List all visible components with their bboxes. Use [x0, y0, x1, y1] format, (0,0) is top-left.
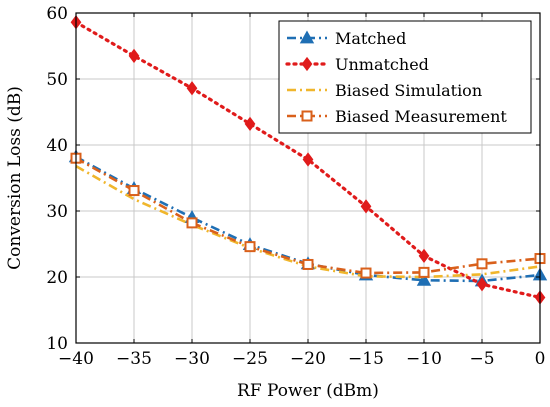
data-point — [128, 48, 140, 64]
data-point — [360, 267, 372, 279]
data-point — [302, 152, 314, 167]
legend-label: Biased Simulation — [335, 81, 482, 100]
data-point — [476, 258, 488, 270]
legend-box — [278, 20, 532, 134]
legend-label: Unmatched — [335, 55, 429, 74]
ticks: −40 −35 −30 −25 −20 −15 −10 −5 0 10 20 30 40 50 60 — [46, 4, 545, 369]
y-axis-label: Conversion Loss (dB) — [5, 86, 25, 270]
legend-label: Matched — [335, 29, 406, 48]
data-point — [244, 116, 256, 132]
y-tick-label: 20 — [46, 268, 68, 288]
legend-item: Unmatched — [285, 55, 429, 74]
legend: Matched Unmatched Biased Simulation Biased … — [278, 20, 532, 134]
data-point — [186, 81, 198, 96]
y-tick-label: 50 — [46, 70, 68, 90]
legend-item: Biased Simulation — [287, 81, 482, 100]
legend-marker — [301, 110, 313, 122]
data-point — [418, 248, 430, 264]
legend-marker — [299, 30, 315, 44]
data-point — [244, 241, 256, 253]
x-tick-label: −25 — [232, 349, 268, 369]
x-tick-label: −15 — [348, 349, 384, 369]
x-tick-label: −5 — [469, 349, 494, 369]
data-point — [418, 266, 430, 278]
y-tick-label: 10 — [46, 334, 68, 354]
x-tick-label: 0 — [535, 349, 546, 369]
x-tick-label: −20 — [290, 349, 326, 369]
x-tick-label: −30 — [174, 349, 210, 369]
y-tick-label: 40 — [46, 136, 68, 156]
data-point — [186, 217, 198, 229]
data-point — [302, 258, 314, 270]
legend-marker — [301, 56, 313, 72]
legend-item: Matched — [287, 29, 406, 48]
data-point — [416, 272, 432, 286]
data-point — [360, 199, 372, 214]
x-tick-label: −35 — [116, 349, 152, 369]
y-tick-label: 60 — [46, 4, 68, 24]
series-line — [74, 20, 542, 300]
series-layer — [68, 15, 548, 305]
data-point — [128, 185, 140, 197]
legend-label: Biased Measurement — [335, 107, 507, 126]
series-line — [75, 155, 541, 283]
x-axis-label: RF Power (dBm) — [237, 381, 379, 401]
x-tick-label: −40 — [58, 349, 94, 369]
y-tick-label: 30 — [46, 202, 68, 222]
x-tick-label: −10 — [406, 349, 442, 369]
legend-item: Biased Measurement — [287, 107, 507, 126]
data-point — [476, 277, 488, 292]
